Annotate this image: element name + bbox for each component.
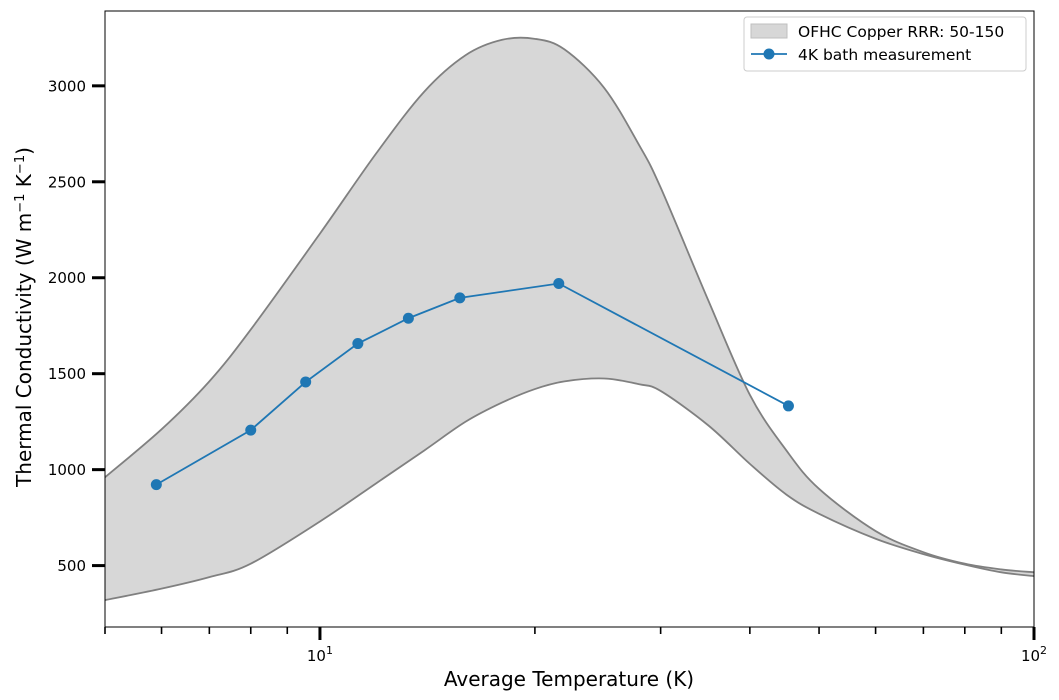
- band-lower-edge: [104, 377, 1035, 602]
- y-tick-label: 2500: [48, 173, 86, 191]
- legend-series-label: 4K bath measurement: [798, 46, 971, 64]
- band-upper-edge: [104, 36, 1035, 574]
- y-axis-title: Thermal Conductivity (W m−1 K−1): [12, 147, 36, 488]
- x-axis: 101 102: [104, 627, 1047, 665]
- data-point: [150, 479, 162, 491]
- plot-frame: [104, 10, 1035, 628]
- x-tick-label: 101: [307, 644, 333, 665]
- legend-band-label: OFHC Copper RRR: 50-150: [798, 23, 1004, 41]
- y-tick-label: 1500: [48, 365, 86, 383]
- x-axis-title: Average Temperature (K): [444, 667, 694, 691]
- legend-line-marker: [763, 48, 775, 60]
- y-tick-label: 1000: [48, 461, 86, 479]
- legend-band-swatch: [750, 23, 788, 39]
- data-point: [245, 424, 257, 436]
- y-tick-label: 2000: [48, 269, 86, 287]
- data-point: [300, 376, 312, 388]
- data-point: [553, 278, 565, 289]
- legend: OFHC Copper RRR: 50-150 4K bath measurem…: [743, 16, 1027, 72]
- data-point: [352, 338, 364, 350]
- series-line: [155, 282, 789, 486]
- legend-box: [743, 16, 1027, 72]
- data-point: [402, 312, 414, 324]
- y-tick-label: 3000: [48, 77, 86, 95]
- y-tick-label: 500: [57, 557, 86, 575]
- x-tick-label: 102: [1021, 644, 1047, 665]
- data-point: [782, 400, 794, 412]
- series-layer: [150, 278, 794, 491]
- band-layer: [104, 36, 1035, 602]
- data-point: [454, 292, 466, 304]
- band-fill: [105, 37, 1034, 601]
- y-axis: 500 1000 1500 2000 2500 3000: [48, 77, 105, 575]
